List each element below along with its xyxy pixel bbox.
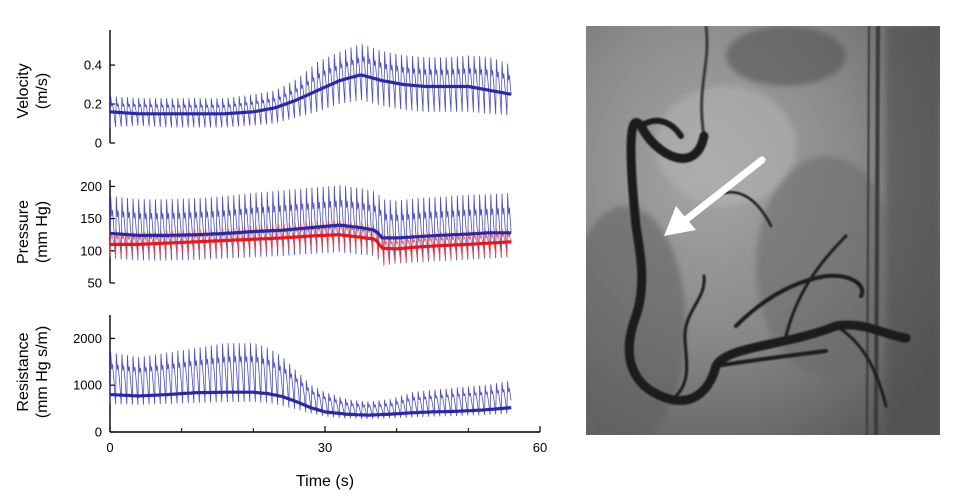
resistance-y-tick-label: 2000 (73, 331, 102, 346)
velocity-panel: Velocity (m/s) (15, 63, 51, 118)
resistance-mean-trace-0 (109, 390, 512, 417)
pressure-y-tick-label: 100 (80, 243, 102, 258)
pressure-mean-trace-2 (110, 233, 512, 251)
velocity-y-tick-label: 0 (95, 136, 102, 151)
pressure-phasic-trace-3 (109, 219, 512, 267)
pressure-y-tick-label: 50 (88, 276, 102, 291)
angiogram-arrow-icon (664, 156, 766, 236)
pressure-mean-trace-0 (109, 223, 512, 240)
time-x-tick-label: 0 (106, 440, 113, 455)
time-x-tick-label: 30 (318, 440, 332, 455)
pressure-panel: Pressure (mm Hg) (15, 200, 51, 264)
velocity-y-tick-label: 0.2 (84, 97, 102, 112)
resistance-y-tick-label: 1000 (73, 378, 102, 393)
resistance-panel: Resistance (mm Hg s/m) (15, 326, 51, 418)
coronary-angiogram-image (586, 26, 940, 435)
pressure-axis-label: Pressure (mm Hg) (15, 200, 51, 264)
velocity-axis-label: Velocity (m/s) (15, 63, 51, 118)
velocity-phasic-trace-1 (109, 43, 512, 128)
velocity-mean-trace-0 (109, 73, 512, 116)
time-axis-label: Time (s) (296, 473, 354, 490)
time-x-tick-label: 60 (533, 440, 547, 455)
velocity-pressure-resistance-charts: Velocity (m/s) Pressure (mm Hg) Resistance… (15, 30, 547, 490)
pressure-y-tick-label: 200 (80, 179, 102, 194)
resistance-y-tick-label: 0 (95, 425, 102, 440)
pressure-y-tick-label: 150 (80, 211, 102, 226)
resistance-axis-label: Resistance (mm Hg s/m) (15, 326, 51, 418)
velocity-y-tick-label: 0.4 (84, 58, 102, 73)
